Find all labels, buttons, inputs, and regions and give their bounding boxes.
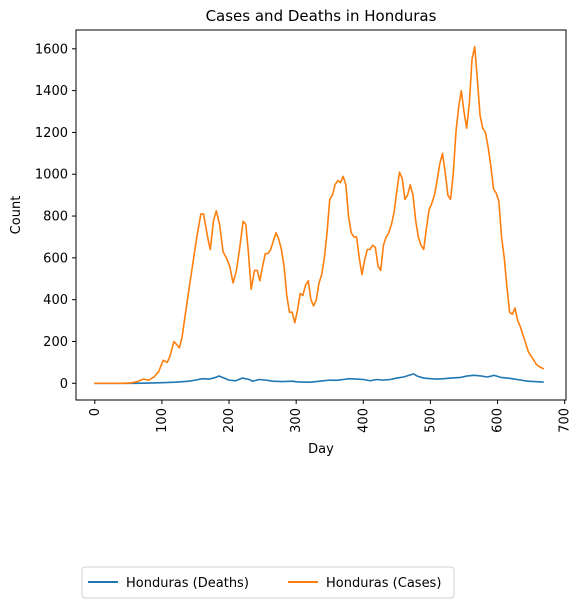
y-tick-label: 800 bbox=[43, 210, 68, 225]
x-tick-label: 300 bbox=[289, 408, 304, 433]
legend-label-cases: Honduras (Cases) bbox=[326, 576, 441, 591]
x-tick-label: 100 bbox=[155, 408, 170, 433]
y-tick-label: 1600 bbox=[35, 42, 68, 57]
x-axis-label: Day bbox=[308, 442, 334, 457]
y-tick-label: 200 bbox=[43, 335, 68, 350]
legend-frame bbox=[81, 566, 455, 599]
chart-title: Cases and Deaths in Honduras bbox=[206, 7, 437, 25]
y-axis: 0 200 400 600 800 1000 1200 1400 1600 bbox=[35, 42, 76, 392]
series-line-deaths bbox=[93, 373, 544, 385]
x-tick-label: 200 bbox=[222, 408, 237, 433]
y-axis-label: Count bbox=[9, 196, 24, 235]
y-tick-label: 600 bbox=[43, 251, 68, 266]
plot-frame bbox=[75, 29, 567, 401]
legend-label-deaths: Honduras (Deaths) bbox=[126, 576, 249, 591]
y-tick-label: 1200 bbox=[35, 126, 68, 141]
series-line-cases bbox=[93, 45, 544, 385]
x-tick-label: 500 bbox=[423, 408, 438, 433]
x-axis: 0 100 200 300 400 500 600 700 bbox=[88, 400, 573, 433]
legend: Honduras (Deaths) Honduras (Cases) bbox=[81, 566, 455, 599]
x-tick-label: 700 bbox=[558, 408, 573, 433]
series-layer bbox=[93, 45, 544, 385]
y-tick-label: 400 bbox=[43, 293, 68, 308]
y-tick-label: 1000 bbox=[35, 168, 68, 183]
y-tick-label: 0 bbox=[60, 377, 68, 392]
x-tick-label: 600 bbox=[491, 408, 506, 433]
y-tick-label: 1400 bbox=[35, 84, 68, 99]
x-tick-label: 0 bbox=[88, 408, 103, 416]
x-tick-label: 400 bbox=[356, 408, 371, 433]
